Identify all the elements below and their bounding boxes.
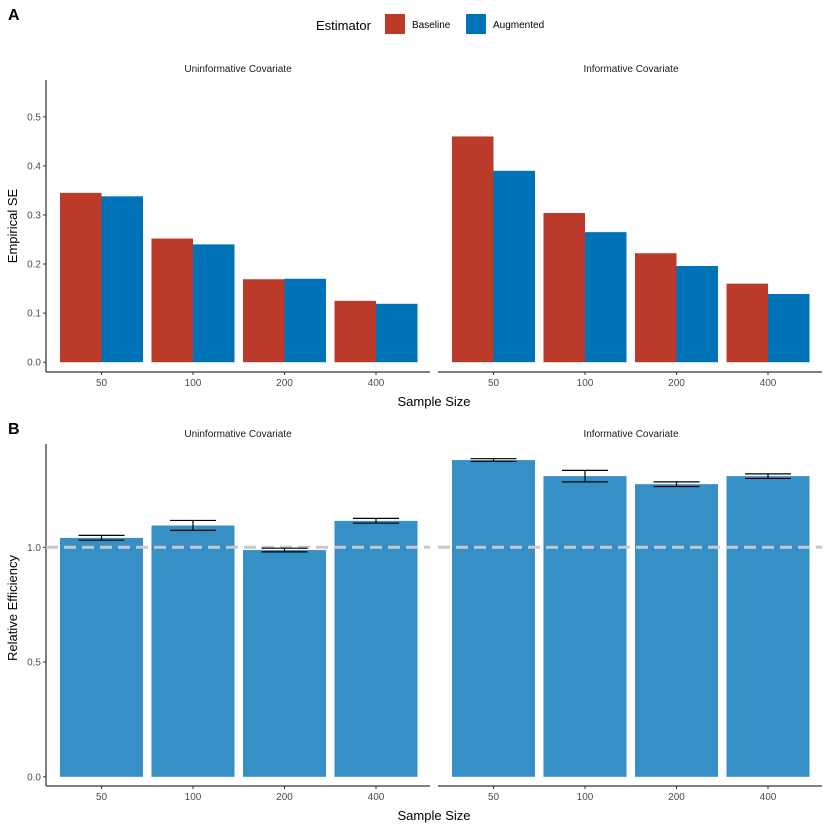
error-bar-informative-100 xyxy=(562,469,608,483)
x-tick-label-a: 200 xyxy=(276,378,293,389)
bar-baseline-informative-50 xyxy=(452,136,494,363)
x-tick-label-a: 200 xyxy=(668,378,685,389)
y-tick-label-b: 1.0 xyxy=(27,543,41,554)
bar-baseline-informative-200 xyxy=(635,253,677,363)
bar-augmented-uninformative-50 xyxy=(101,196,143,363)
panel-a-tag: A xyxy=(8,7,20,24)
bar-augmented-uninformative-100 xyxy=(193,244,235,363)
bar-baseline-uninformative-50 xyxy=(60,192,102,363)
x-tick-label-b: 50 xyxy=(488,792,500,803)
bar-augmented-informative-100 xyxy=(585,232,627,363)
x-tick-label-a: 400 xyxy=(760,378,777,389)
y-tick-label-a: 0.0 xyxy=(27,358,41,369)
x-tick-label-b: 400 xyxy=(760,792,777,803)
bar-relative-efficiency-informative-100 xyxy=(543,476,627,777)
x-tick-label-b: 100 xyxy=(577,792,594,803)
error-bar-uninformative-400 xyxy=(353,517,399,524)
bar-augmented-informative-200 xyxy=(676,265,718,363)
bar-relative-efficiency-informative-400 xyxy=(726,476,810,777)
error-bar-uninformative-100 xyxy=(170,519,216,531)
y-tick-label-b: 0.5 xyxy=(27,658,41,669)
x-tick-label-a: 100 xyxy=(577,378,594,389)
bar-relative-efficiency-uninformative-50 xyxy=(60,537,143,777)
error-bar-uninformative-50 xyxy=(78,534,125,541)
y-tick-label-b: 0.0 xyxy=(27,772,41,783)
bar-augmented-informative-50 xyxy=(493,170,535,363)
x-tick-label-b: 200 xyxy=(668,792,685,803)
legend: Estimator Baseline Augmented xyxy=(316,14,544,34)
bar-baseline-uninformative-400 xyxy=(334,300,376,363)
bar-relative-efficiency-uninformative-200 xyxy=(243,550,326,777)
bar-baseline-uninformative-100 xyxy=(151,238,193,363)
error-bar-informative-200 xyxy=(653,481,700,488)
legend-swatch-baseline xyxy=(385,14,405,34)
legend-swatch-augmented xyxy=(466,14,486,34)
error-bar-uninformative-200 xyxy=(261,547,308,553)
x-tick-label-a: 100 xyxy=(185,378,202,389)
x-tick-label-b: 100 xyxy=(185,792,202,803)
bar-baseline-informative-100 xyxy=(543,212,585,363)
y-tick-label-a: 0.5 xyxy=(27,112,41,123)
x-axis-title-a: Sample Size xyxy=(398,394,471,409)
panel-b-plot: 0.0 0.5 1.0 50 100 200 400 50 100 200 400 xyxy=(27,444,822,803)
legend-label-augmented: Augmented xyxy=(493,20,544,31)
legend-label-baseline: Baseline xyxy=(412,20,451,31)
y-tick-label-a: 0.4 xyxy=(27,161,41,172)
bar-relative-efficiency-uninformative-400 xyxy=(334,520,418,777)
facet-title-a-informative: Informative Covariate xyxy=(583,64,678,75)
bar-relative-efficiency-informative-50 xyxy=(452,460,535,777)
panel-b-tag: B xyxy=(8,421,20,438)
facet-title-b-informative: Informative Covariate xyxy=(583,429,678,440)
y-axis-title-a: Empirical SE xyxy=(5,188,20,263)
x-tick-label-a: 400 xyxy=(368,378,385,389)
bar-relative-efficiency-uninformative-100 xyxy=(151,525,235,777)
error-bar-informative-50 xyxy=(470,458,517,463)
facet-title-b-uninformative: Uninformative Covariate xyxy=(184,429,292,440)
bar-augmented-informative-400 xyxy=(768,293,810,363)
bar-relative-efficiency-informative-200 xyxy=(635,484,718,777)
x-tick-label-b: 50 xyxy=(96,792,108,803)
y-tick-label-a: 0.2 xyxy=(27,260,41,271)
x-axis-title-b: Sample Size xyxy=(398,808,471,823)
error-bar-informative-400 xyxy=(745,473,791,480)
bar-augmented-uninformative-400 xyxy=(376,303,418,363)
bar-augmented-uninformative-200 xyxy=(284,278,326,363)
bar-baseline-informative-400 xyxy=(726,283,768,363)
x-tick-label-a: 50 xyxy=(96,378,108,389)
bar-baseline-uninformative-200 xyxy=(243,279,285,363)
facet-title-a-uninformative: Uninformative Covariate xyxy=(184,64,292,75)
x-tick-label-a: 50 xyxy=(488,378,500,389)
panel-a-plot: 0.0 0.1 0.2 0.3 0.4 0.5 50 100 200 400 50 100 200 400 xyxy=(27,80,822,389)
y-axis-title-b: Relative Efficiency xyxy=(5,555,20,661)
legend-title: Estimator xyxy=(316,18,372,33)
y-tick-label-a: 0.3 xyxy=(27,210,41,221)
x-tick-label-b: 400 xyxy=(368,792,385,803)
y-tick-label-a: 0.1 xyxy=(27,309,41,320)
x-tick-label-b: 200 xyxy=(276,792,293,803)
